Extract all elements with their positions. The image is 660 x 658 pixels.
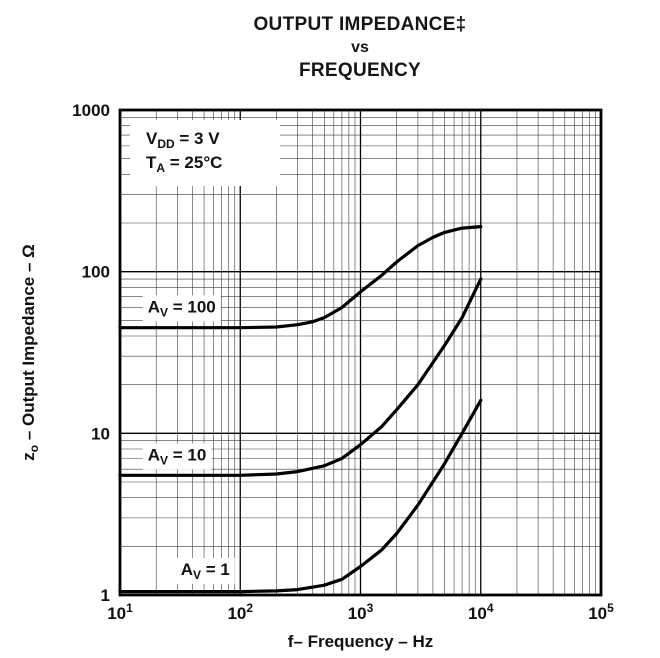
- curve-av-1: [118, 398, 483, 594]
- x-tick-label: 104: [468, 601, 494, 623]
- y-tick-label: 100: [82, 263, 110, 282]
- x-tick-label: 105: [588, 601, 614, 623]
- svg-text:VDD = 3 V: VDD = 3 V: [146, 129, 220, 151]
- x-tick-label: 103: [348, 601, 374, 623]
- x-axis-title: f– Frequency – Hz: [288, 632, 434, 651]
- svg-text:AV = 1: AV = 1: [181, 560, 230, 582]
- chart-title-line1: OUTPUT IMPEDANCE‡: [253, 14, 467, 35]
- plot-frame: [118, 108, 603, 597]
- svg-text:AV = 10: AV = 10: [148, 445, 207, 467]
- grid-minor: [120, 110, 601, 595]
- svg-text:AV = 100: AV = 100: [148, 297, 216, 319]
- series-label: AV = 1: [175, 557, 235, 584]
- y-tick-label: 1: [101, 586, 110, 605]
- chart-title: OUTPUT IMPEDANCE‡ vs FREQUENCY: [60, 14, 660, 82]
- grid-major: [120, 110, 601, 595]
- svg-text:TA = 25°C: TA = 25°C: [146, 153, 222, 175]
- x-tick-label: 102: [227, 601, 253, 623]
- curve-av-10: [118, 277, 483, 477]
- x-tick-label: 101: [107, 601, 133, 623]
- chart-title-line3: FREQUENCY: [299, 60, 421, 81]
- y-axis-title: zo – Output Impedance – Ω: [19, 244, 41, 461]
- series-label: AV = 100: [142, 295, 221, 322]
- conditions-inset: VDD = 3 VTA = 25°C: [130, 120, 280, 186]
- chart-title-line2: vs: [351, 39, 369, 56]
- svg-text:zo – Output Impedance – Ω: zo – Output Impedance – Ω: [19, 244, 41, 461]
- y-tick-label: 10: [91, 424, 110, 443]
- y-tick-label: 1000: [72, 101, 110, 120]
- series-label: AV = 10: [142, 443, 212, 470]
- curve-av-100: [118, 225, 483, 330]
